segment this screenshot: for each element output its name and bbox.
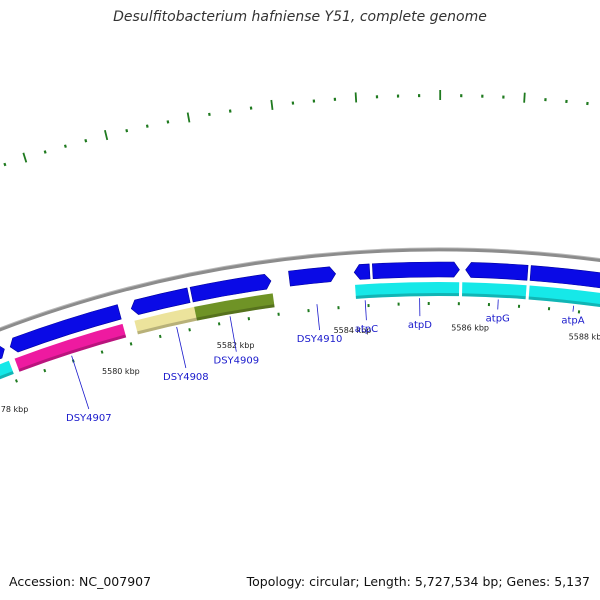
cds-reverse-shadow — [0, 371, 14, 380]
cds-reverse-shadow — [137, 317, 197, 335]
forward-strand — [0, 261, 600, 360]
cds-forward-feature — [130, 287, 191, 315]
gc-tick — [354, 92, 358, 103]
scale-tick — [217, 322, 221, 326]
gc-tick — [3, 162, 7, 167]
gc-tick — [166, 120, 170, 124]
scale-tick-label: 5586 kbp — [451, 323, 489, 332]
cds-reverse-shadow — [355, 292, 460, 299]
genome-backbone — [0, 248, 600, 332]
cds-reverse-shadow — [528, 296, 600, 308]
accession-text: Accession: NC_007907 — [9, 574, 152, 589]
cds-forward-feature — [529, 265, 600, 289]
gene-label: atpA — [561, 316, 584, 327]
cds-forward-feature — [372, 261, 460, 280]
reverse-strand — [0, 282, 600, 380]
gc-tick — [84, 138, 88, 143]
gene-leader-line — [364, 300, 367, 321]
gene-leader-line — [71, 355, 90, 410]
cds-reverse-feature — [0, 360, 14, 380]
cds-reverse-feature — [355, 282, 460, 299]
gc-tick — [208, 112, 211, 117]
gc-tick — [145, 124, 149, 128]
gene-leader-line — [229, 316, 237, 352]
gene-label: DSY4907 — [66, 413, 112, 424]
scale-tick-label: 5578 kbp — [0, 405, 28, 414]
scale-tick-label: 5588 kbp — [569, 333, 600, 342]
gc-tick — [104, 129, 109, 141]
gc-tick — [270, 99, 274, 110]
scale-tick — [43, 368, 47, 373]
cds-reverse-shadow — [196, 304, 275, 321]
gene-label: DSY4910 — [297, 334, 343, 345]
cds-reverse-feature — [194, 293, 275, 321]
cds-reverse-feature — [134, 306, 197, 335]
cds-reverse-shadow — [462, 293, 526, 300]
cds-reverse-feature — [462, 282, 527, 300]
gene-label: DSY4908 — [163, 372, 209, 383]
gene-labels: DSY4907 DSY4908 DSY4909 DSY4910 atpC atpD atpG… — [66, 298, 585, 424]
gene-label: atpC — [355, 324, 378, 335]
scale-tick — [100, 350, 104, 354]
gene-leader-line — [176, 326, 187, 369]
cds-forward-feature — [288, 266, 337, 287]
cds-reverse-shadow — [18, 334, 127, 372]
cds-forward-feature — [9, 304, 122, 353]
gene-label: DSY4909 — [214, 356, 260, 367]
scale-tick — [188, 328, 191, 332]
cds-forward-feature — [465, 262, 529, 281]
gc-tick-row — [3, 89, 589, 167]
gene-label: atpG — [486, 314, 510, 325]
gene-leader-line — [316, 304, 320, 331]
gc-tick — [125, 128, 129, 133]
gc-tick — [523, 92, 526, 103]
scale-tick-label: 5582 kbp — [217, 341, 255, 350]
gene-leader-line — [497, 299, 499, 310]
map-title: Desulfitobacterium hafniense Y51, comple… — [113, 9, 487, 25]
gc-tick — [63, 144, 67, 148]
genome-summary-text: Topology: circular; Length: 5,727,534 bp… — [246, 574, 590, 589]
cds-reverse-feature — [14, 323, 127, 372]
cds-forward-feature — [189, 274, 272, 303]
gc-tick — [22, 152, 28, 163]
gene-label: atpD — [408, 320, 432, 331]
gc-tick — [186, 112, 191, 123]
gene-leader-line — [572, 305, 575, 312]
cds-forward-feature — [0, 345, 5, 360]
scale-ring: 5578 kbp 5580 kbp 5582 kbp 5584 kbp 5586 kbp… — [0, 302, 600, 414]
scale-tick-label: 5580 kbp — [102, 367, 140, 376]
gc-tick — [43, 150, 47, 154]
cds-reverse-feature — [528, 285, 600, 308]
scale-tick — [158, 334, 162, 339]
scale-tick-label: 5584 kbp — [334, 326, 372, 335]
scale-tick — [129, 342, 133, 346]
cds-forward-feature — [353, 263, 371, 280]
scale-tick — [15, 379, 18, 383]
